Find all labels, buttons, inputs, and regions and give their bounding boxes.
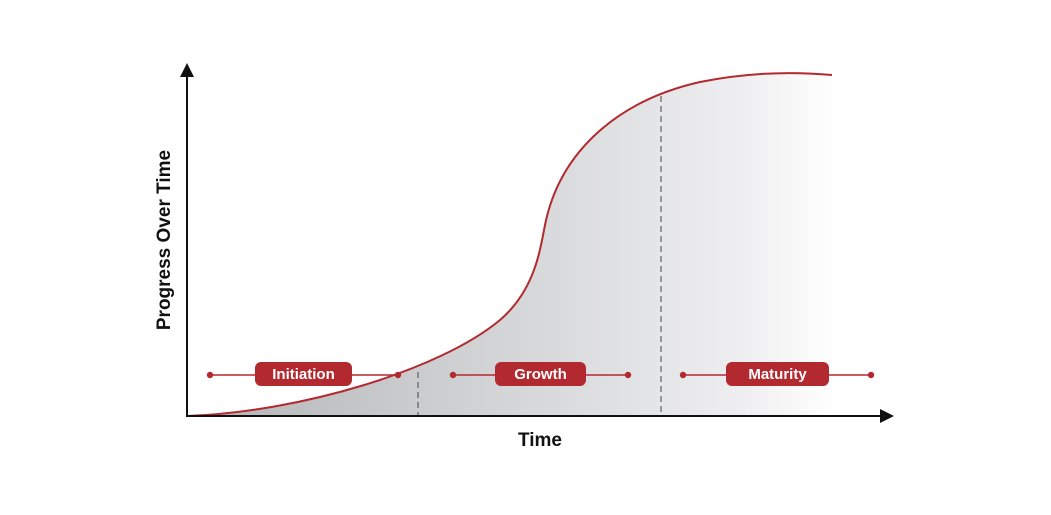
area-under-curve: [187, 73, 832, 416]
x-axis-label: Time: [518, 430, 562, 451]
stage-growth: Growth: [449, 362, 632, 386]
stage-range-end-dot: [867, 371, 875, 379]
stage-range-end-dot: [624, 371, 632, 379]
stage-pill: [726, 362, 829, 386]
stage-label: Growth: [514, 366, 567, 383]
stage-maturity: Maturity: [679, 362, 875, 386]
s-curve-line: [186, 72, 833, 417]
stage-range-start-dot: [679, 371, 687, 379]
stage-label: Initiation: [272, 366, 335, 383]
stage-pill: [495, 362, 586, 386]
stage-label: Maturity: [748, 366, 807, 383]
stage-range-end-dot: [394, 371, 402, 379]
x-axis-arrow-icon: [880, 409, 894, 423]
stage-range-start-dot: [449, 371, 457, 379]
stage-initiation: Initiation: [206, 362, 402, 386]
stage-range-start-dot: [206, 371, 214, 379]
y-axis-arrow-icon: [180, 63, 194, 77]
stage-pill: [255, 362, 352, 386]
y-axis-label: Progress Over Time: [154, 150, 175, 330]
